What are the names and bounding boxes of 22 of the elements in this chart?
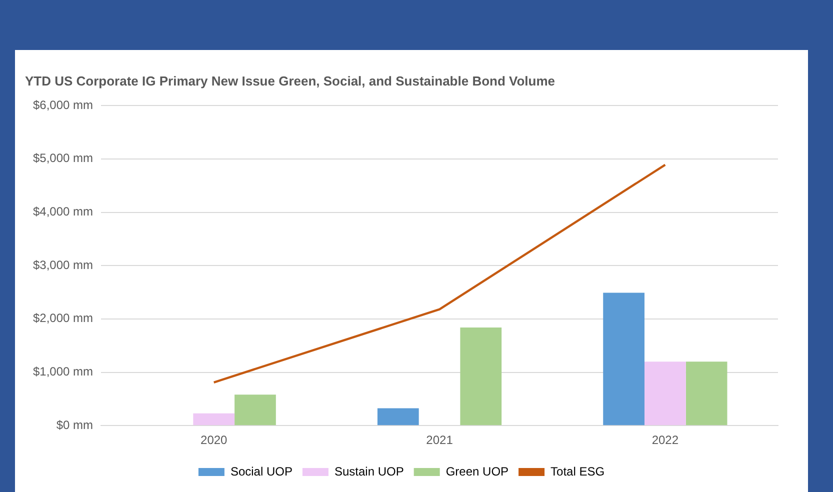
bar [686, 362, 728, 426]
legend-label: Total ESG [550, 464, 605, 478]
bar [460, 327, 502, 426]
y-tick-label: $6,000 mm [33, 98, 94, 112]
x-tick-label: 2020 [200, 433, 228, 448]
bar [603, 292, 644, 426]
bar [644, 362, 686, 426]
x-tick-label: 2022 [652, 433, 679, 448]
y-tick-label: $5,000 mm [33, 151, 94, 166]
legend-label: Sustain UOP [334, 464, 404, 478]
y-tick-label: $2,000 mm [33, 311, 94, 326]
y-tick-label: $4,000 mm [33, 204, 94, 219]
legend-label: Green UOP [446, 464, 509, 478]
y-tick-label: $1,000 mm [33, 364, 94, 379]
y-tick-label: $3,000 mm [33, 258, 94, 272]
bar [377, 408, 419, 426]
chart-title: YTD US Corporate IG Primary New Issue Green, Social, and Sustainable Bond Volume [25, 73, 556, 88]
bar [193, 413, 235, 426]
x-tick-label: 2021 [426, 433, 454, 448]
bar [234, 394, 276, 426]
y-tick-label: $0 mm [56, 418, 94, 432]
legend-label: Social UOP [230, 464, 292, 478]
